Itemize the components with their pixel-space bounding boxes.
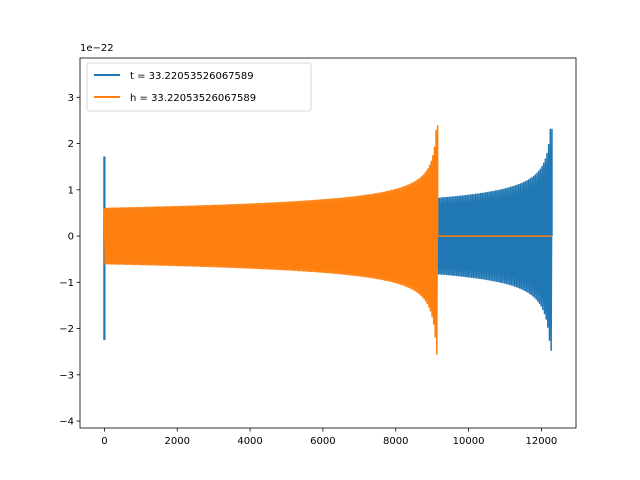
x-tick-label-5: 10000	[453, 436, 485, 447]
legend: t = 33.22053526067589 h = 33.22053526067…	[86, 62, 312, 112]
x-tick-label-6: 12000	[525, 436, 557, 447]
x-tick-label-0: 0	[101, 436, 107, 447]
axes-frame	[79, 57, 577, 429]
x-axis: 0 2000 4000 6000 8000 10000 12000	[101, 428, 557, 447]
y-axis: −4 −3 −2 −1 0 1 2 3	[59, 93, 80, 428]
x-tick-label-1: 2000	[165, 436, 190, 447]
y-tick-label-3: −1	[59, 278, 74, 289]
legend-label-t: t = 33.22053526067589	[130, 71, 254, 82]
series-1	[103, 124, 552, 355]
x-tick-label-3: 6000	[310, 436, 335, 447]
legend-box	[86, 62, 312, 112]
y-tick-label-0: −4	[59, 417, 74, 428]
y-tick-label-1: −3	[59, 370, 74, 381]
x-tick-label-2: 4000	[237, 436, 262, 447]
y-tick-label-6: 2	[68, 139, 74, 150]
y-tick-label-7: 3	[68, 93, 74, 104]
y-tick-label-2: −2	[59, 324, 74, 335]
y-offset-label: 1e−22	[80, 43, 114, 54]
series-1-waveform	[103, 124, 439, 355]
legend-label-h: h = 33.22053526067589	[130, 93, 256, 104]
y-tick-label-5: 1	[68, 185, 74, 196]
series-layer	[103, 124, 553, 355]
x-tick-label-4: 8000	[383, 436, 408, 447]
y-tick-label-4: 0	[68, 232, 74, 243]
